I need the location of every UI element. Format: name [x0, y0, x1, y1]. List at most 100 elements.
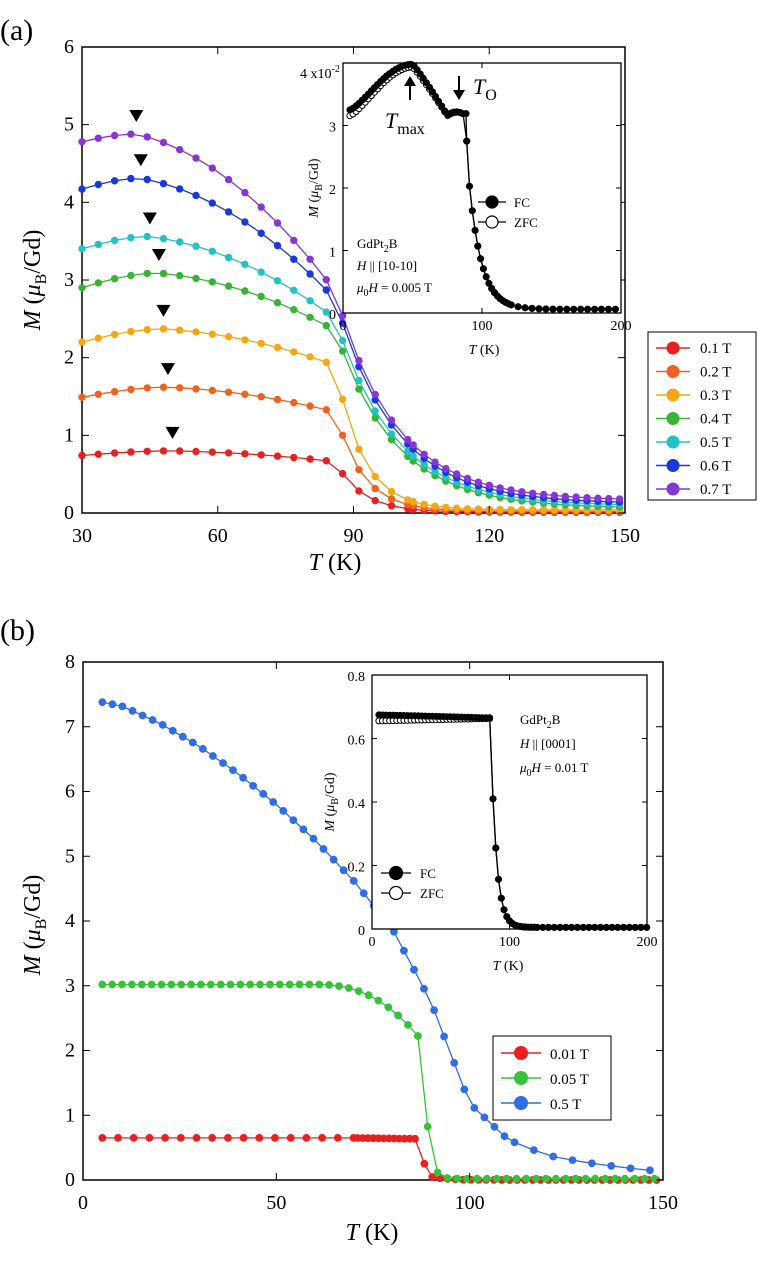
series-0.7T-point [355, 356, 363, 365]
inset-a-fc-point [507, 301, 515, 309]
series-0.5T-point [224, 253, 233, 262]
legend-label: 0.2 T [700, 365, 731, 381]
series-0.7T-point [143, 133, 151, 141]
legend-marker [666, 482, 680, 496]
x-tick-label: 90 [344, 525, 364, 547]
inset-a-fc-point [591, 305, 599, 313]
series-0.05T-point [502, 1174, 511, 1183]
series-0.4T-point [127, 271, 135, 280]
series-0.5T-point [208, 247, 217, 256]
series-0.7T-point [208, 164, 217, 172]
series-0.05T-point [285, 980, 294, 989]
series-0.05T-point [423, 1122, 432, 1131]
peak-triangle-icon [156, 304, 171, 317]
y-tick-label: 3 [329, 121, 336, 136]
series-0.5T-point [188, 738, 197, 747]
inset-legend-marker [388, 885, 404, 901]
inset-b-fc-point [539, 923, 547, 931]
series-0.1T-point [176, 447, 184, 455]
series-0.05T-point [315, 980, 324, 989]
series-0.5T-point [387, 430, 396, 438]
series-0.6T-point [143, 175, 151, 184]
series-0.6T-point [159, 179, 168, 188]
inset-a-fc-point [479, 265, 487, 273]
series-0.05T-point [443, 1174, 452, 1182]
inset-b-fc-point [608, 923, 616, 931]
inset-b-fc-point [562, 923, 570, 931]
series-0.5T-point [359, 889, 368, 898]
series-0.5T-point [410, 965, 418, 974]
series-0.6T-point [322, 286, 330, 294]
series-0.3T-point [322, 358, 330, 366]
series-0.05T-point [453, 1174, 462, 1183]
series-0.05T-point [542, 1174, 550, 1183]
series-0.05T-point [216, 980, 225, 989]
series-0.7T-point [496, 484, 504, 492]
series-0.3T-point [110, 330, 119, 339]
series-0.3T-point [529, 506, 537, 514]
inset-a-legend: FC ZFC [478, 195, 538, 230]
y-tick-label: 1 [65, 1104, 75, 1126]
series-0.5T-point [530, 1146, 538, 1154]
inset-a-fc-point [482, 273, 490, 281]
series-0.5T-point [273, 277, 282, 285]
inset-b-fc-point [486, 714, 494, 722]
series-0.5T-point [371, 407, 379, 415]
inset-legend-label: FC [514, 195, 530, 210]
inset-b-xlabel: T (K) [493, 959, 524, 974]
series-0.3T-point [387, 487, 396, 496]
inset-a-ytick-top: 4 x10-2 [300, 64, 340, 82]
peak-triangle-icon [160, 363, 175, 376]
series-0.5T-point [440, 1032, 449, 1041]
series-0.05T-point [611, 1174, 619, 1183]
series-0.05T-point [384, 1003, 393, 1012]
series-0.1T-point [208, 448, 217, 456]
inset-legend-label: ZFC [420, 886, 444, 901]
peak-triangle-icon [165, 426, 180, 439]
series-0.7T-point [306, 255, 314, 263]
series-0.2T-point [257, 393, 265, 401]
series-0.01T-point [239, 1134, 248, 1142]
series-0.5T-point [646, 1166, 654, 1175]
series-0.01T-point [208, 1134, 217, 1142]
series-0.05T-point [374, 996, 383, 1005]
series-0.01T-point [145, 1134, 154, 1142]
series-0.05T-point [532, 1174, 541, 1183]
series-0.1T-point [338, 469, 347, 478]
series-0.3T-point [94, 334, 103, 342]
series-0.05T-point [591, 1174, 600, 1183]
series-0.6T-point [306, 270, 314, 278]
series-0.7T-point [431, 458, 439, 466]
legend-marker [666, 459, 680, 472]
inset-b-fc-point [568, 923, 576, 931]
legend-label: 0.1 T [700, 341, 731, 357]
series-0.05T-point [256, 980, 265, 989]
series-0.5T-point [306, 297, 314, 305]
x-tick-label: 100 [455, 1192, 485, 1214]
series-0.3T-point [192, 328, 200, 336]
series-0.05T-point [394, 1011, 403, 1020]
series-0.3T-point [409, 498, 417, 506]
series-0.6T-point [192, 191, 200, 200]
series-0.4T-point [192, 274, 200, 283]
y-tick-label: 0.2 [348, 861, 366, 876]
inset-b-fc-point [597, 923, 604, 931]
series-0.5T-point [409, 452, 417, 460]
series-0.05T-point [275, 980, 284, 989]
series-0.3T-point [496, 505, 504, 514]
series-0.2T-point [78, 393, 86, 401]
x-tick-label: 200 [611, 319, 632, 334]
series-0.4T-point [338, 347, 347, 355]
series-0.3T-point [241, 336, 249, 344]
series-0.05T-point [512, 1174, 521, 1183]
series-0.1T-point [371, 496, 379, 505]
inset-b-fc-point [579, 923, 587, 931]
series-0.05T-point [601, 1174, 610, 1183]
series-0.3T-point [143, 325, 151, 334]
series-0.7T-point [605, 494, 613, 503]
y-tick-label: 5 [65, 845, 75, 867]
series-0.6T-point [94, 180, 103, 189]
x-tick-label: 0 [340, 319, 347, 334]
